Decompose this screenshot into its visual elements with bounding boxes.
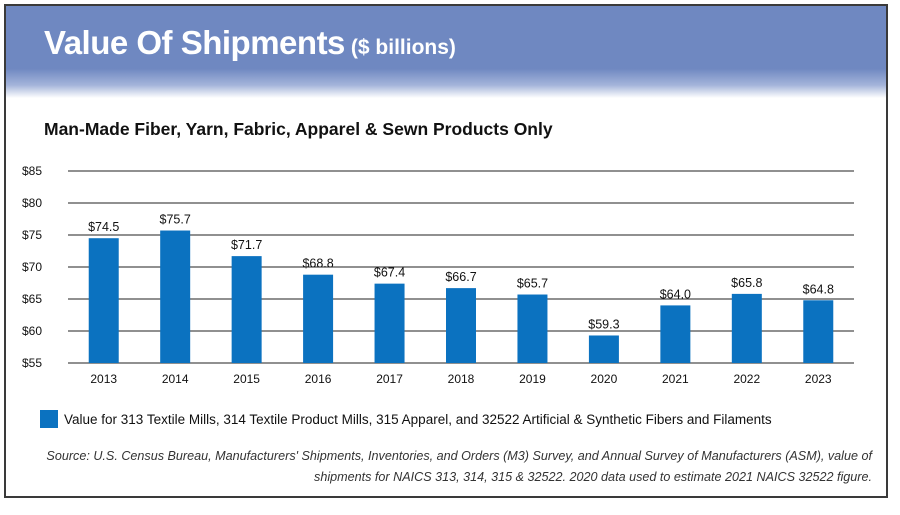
title-unit: ($ billions) bbox=[350, 36, 456, 59]
x-tick-label: 2022 bbox=[733, 372, 760, 386]
data-label: $67.4 bbox=[374, 266, 405, 280]
data-label: $64.0 bbox=[660, 287, 691, 301]
y-tick-label: $85 bbox=[22, 164, 42, 178]
x-tick-label: 2021 bbox=[662, 372, 689, 386]
bar bbox=[588, 335, 619, 363]
bar bbox=[446, 288, 476, 363]
bar bbox=[160, 230, 191, 363]
bar bbox=[803, 300, 834, 363]
data-label: $65.7 bbox=[517, 277, 548, 291]
data-label: $68.8 bbox=[302, 257, 333, 271]
x-tick-label: 2017 bbox=[376, 372, 403, 386]
bar bbox=[303, 274, 334, 363]
x-tick-label: 2018 bbox=[448, 372, 475, 386]
bar bbox=[517, 294, 548, 363]
data-label: $75.7 bbox=[160, 213, 191, 227]
bar bbox=[731, 293, 762, 363]
legend-swatch bbox=[40, 410, 58, 428]
x-tick-label: 2014 bbox=[162, 372, 189, 386]
x-tick-label: 2023 bbox=[805, 372, 832, 386]
x-tick-label: 2016 bbox=[305, 372, 332, 386]
bar-chart: $55 $60 $65 $70 $75 $80 $85 $74.5 2013 $75.7 2014 $… bbox=[22, 164, 854, 386]
bar bbox=[88, 238, 119, 363]
y-tick-label: $70 bbox=[22, 260, 42, 274]
data-label: $66.7 bbox=[445, 270, 476, 284]
title-main: Value Of Shipments bbox=[44, 24, 345, 61]
data-label: $65.8 bbox=[731, 276, 762, 290]
data-label: $71.7 bbox=[231, 238, 262, 252]
data-label: $74.5 bbox=[88, 220, 119, 234]
y-tick-label: $60 bbox=[22, 324, 42, 338]
legend: Value for 313 Textile Mills, 314 Textile… bbox=[40, 410, 772, 428]
data-label: $64.8 bbox=[803, 282, 834, 296]
data-label: $59.3 bbox=[588, 317, 619, 331]
chart-title: Man-Made Fiber, Yarn, Fabric, Apparel & … bbox=[44, 119, 553, 139]
x-tick-label: 2019 bbox=[519, 372, 546, 386]
y-tick-label: $75 bbox=[22, 228, 42, 242]
title-banner: Value Of Shipments ($ billions) bbox=[6, 6, 886, 98]
x-tick-label: 2015 bbox=[233, 372, 260, 386]
page-title: Value Of Shipments ($ billions) bbox=[44, 24, 456, 62]
bar bbox=[231, 256, 262, 363]
x-tick-label: 2013 bbox=[90, 372, 117, 386]
bar bbox=[660, 305, 691, 363]
y-tick-label: $55 bbox=[22, 356, 42, 370]
source-note: Source: U.S. Census Bureau, Manufacturer… bbox=[46, 449, 872, 484]
y-tick-label: $80 bbox=[22, 196, 42, 210]
chart-frame: Value Of Shipments ($ billions) Man-Made … bbox=[4, 4, 888, 498]
x-tick-label: 2020 bbox=[591, 372, 618, 386]
bar bbox=[374, 283, 405, 363]
legend-label: Value for 313 Textile Mills, 314 Textile… bbox=[64, 411, 772, 427]
y-tick-label: $65 bbox=[22, 292, 42, 306]
